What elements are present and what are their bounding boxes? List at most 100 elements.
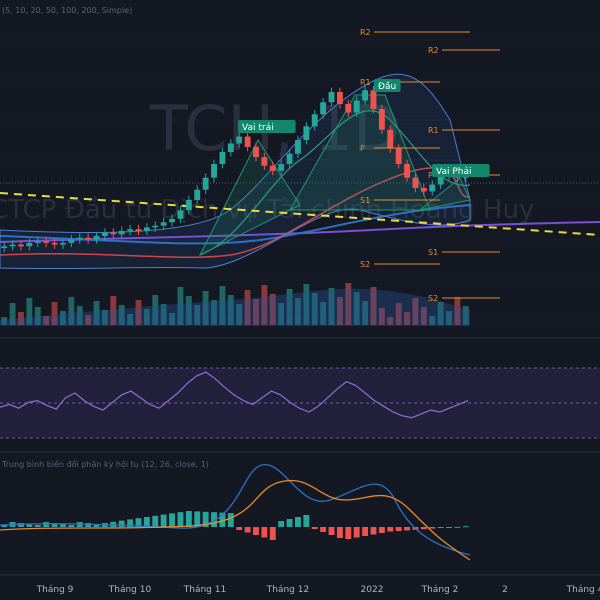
macd-histogram-bar (160, 514, 167, 527)
macd-histogram-bar (143, 517, 150, 527)
x-tick-label: 2022 (361, 585, 384, 595)
pivot-label-p: P (360, 144, 365, 153)
macd-histogram-bar (34, 525, 41, 527)
candle-body (93, 236, 100, 240)
candle-body (60, 242, 66, 245)
candle-body (169, 218, 175, 223)
volume-bar (353, 292, 360, 325)
candle-body (160, 222, 167, 226)
pivot-label-r2: R2 (428, 46, 439, 55)
volume-bar (26, 298, 33, 325)
candle-body (328, 92, 335, 103)
macd-histogram-bar (118, 520, 125, 527)
candle-body (26, 242, 33, 247)
volume-bar (429, 316, 436, 325)
pivot-label-s1: S1 (428, 248, 438, 257)
left-shoulder-label-bg (238, 120, 296, 133)
candle-body (135, 229, 142, 231)
macd-histogram-bar (169, 513, 175, 527)
pivot-label-r1: R1 (428, 126, 439, 135)
candle-body (34, 241, 41, 243)
volume-bar (34, 307, 41, 325)
volume-bar (261, 285, 268, 325)
candle-body (387, 129, 394, 149)
volume-bar (227, 295, 234, 325)
ma-100-line (0, 204, 471, 245)
candle-body (101, 232, 108, 236)
macd-histogram-bar (1, 525, 8, 527)
volume-bar (160, 304, 167, 325)
macd-histogram-bar (437, 527, 444, 528)
macd-histogram-bar (328, 527, 335, 535)
candle-body (194, 189, 201, 200)
volume-bar (143, 309, 150, 325)
candle-body (269, 165, 276, 171)
candle-body (311, 114, 318, 127)
volume-bar (110, 296, 117, 325)
macd-histogram-bar (60, 524, 66, 527)
candle-body (370, 90, 377, 110)
macd-histogram-bar (244, 527, 251, 533)
volume-bar (320, 302, 327, 325)
macd-histogram-bar (462, 526, 469, 528)
volume-bar (51, 302, 58, 325)
candle-body (286, 153, 293, 164)
macd-histogram-bar (278, 521, 285, 527)
macd-indicator-label: Trung bình biến đổi phân kỳ hội tụ (12, … (2, 460, 209, 469)
volume-bar (60, 311, 66, 325)
candle-body (395, 148, 402, 164)
pivot-label-s1: S1 (360, 196, 370, 205)
candle-body (51, 242, 58, 245)
volume-bar (362, 301, 369, 325)
macd-histogram-bar (51, 523, 58, 527)
volume-bar (169, 313, 175, 325)
volume-bar (336, 297, 343, 325)
volume-bar (454, 297, 461, 325)
volume-bar (278, 303, 285, 325)
candle-body (336, 92, 343, 104)
candle-body (429, 184, 436, 192)
volume-bar (328, 288, 335, 325)
candle-body (18, 244, 24, 247)
ma-200-line (0, 221, 600, 243)
x-tick-label: Tháng 11 (183, 585, 226, 595)
macd-histogram-bar (85, 523, 92, 527)
volume-bar (244, 290, 251, 325)
candle-body (261, 157, 268, 166)
volume-bar (194, 305, 201, 325)
macd-histogram-bar (362, 527, 369, 536)
volume-bar (185, 296, 192, 325)
macd-histogram-bar (370, 527, 377, 535)
macd-histogram-bar (261, 527, 268, 538)
candle-body (185, 200, 192, 211)
volume-bar (152, 295, 159, 325)
x-tick-label: 2 (502, 585, 508, 595)
volume-bar (395, 303, 402, 325)
macd-histogram-bar (194, 511, 201, 527)
candle-body (295, 140, 301, 154)
neckline (0, 192, 600, 236)
candle-body (378, 109, 385, 130)
x-tick-label: Tháng 9 (36, 585, 74, 595)
volume-bar (127, 314, 134, 325)
volume-bar (286, 289, 293, 325)
volume-bar (345, 283, 352, 325)
volume-bar (68, 297, 75, 325)
x-tick-label: Tháng 4 (566, 585, 600, 595)
volume-bar (211, 300, 217, 325)
signal-line (0, 479, 471, 561)
volume-bar (420, 307, 427, 325)
volume-bar (412, 298, 419, 325)
volume-bar (269, 294, 276, 325)
x-tick-label: Tháng 10 (108, 585, 152, 595)
volume-bar (446, 311, 452, 325)
candle-body (127, 229, 134, 231)
macd-histogram-bar (286, 519, 293, 527)
candle-body (152, 225, 159, 228)
candle-body (362, 90, 369, 101)
volume-bar (303, 284, 310, 325)
macd-histogram-bar (127, 519, 134, 527)
macd-histogram-bar (353, 527, 360, 538)
